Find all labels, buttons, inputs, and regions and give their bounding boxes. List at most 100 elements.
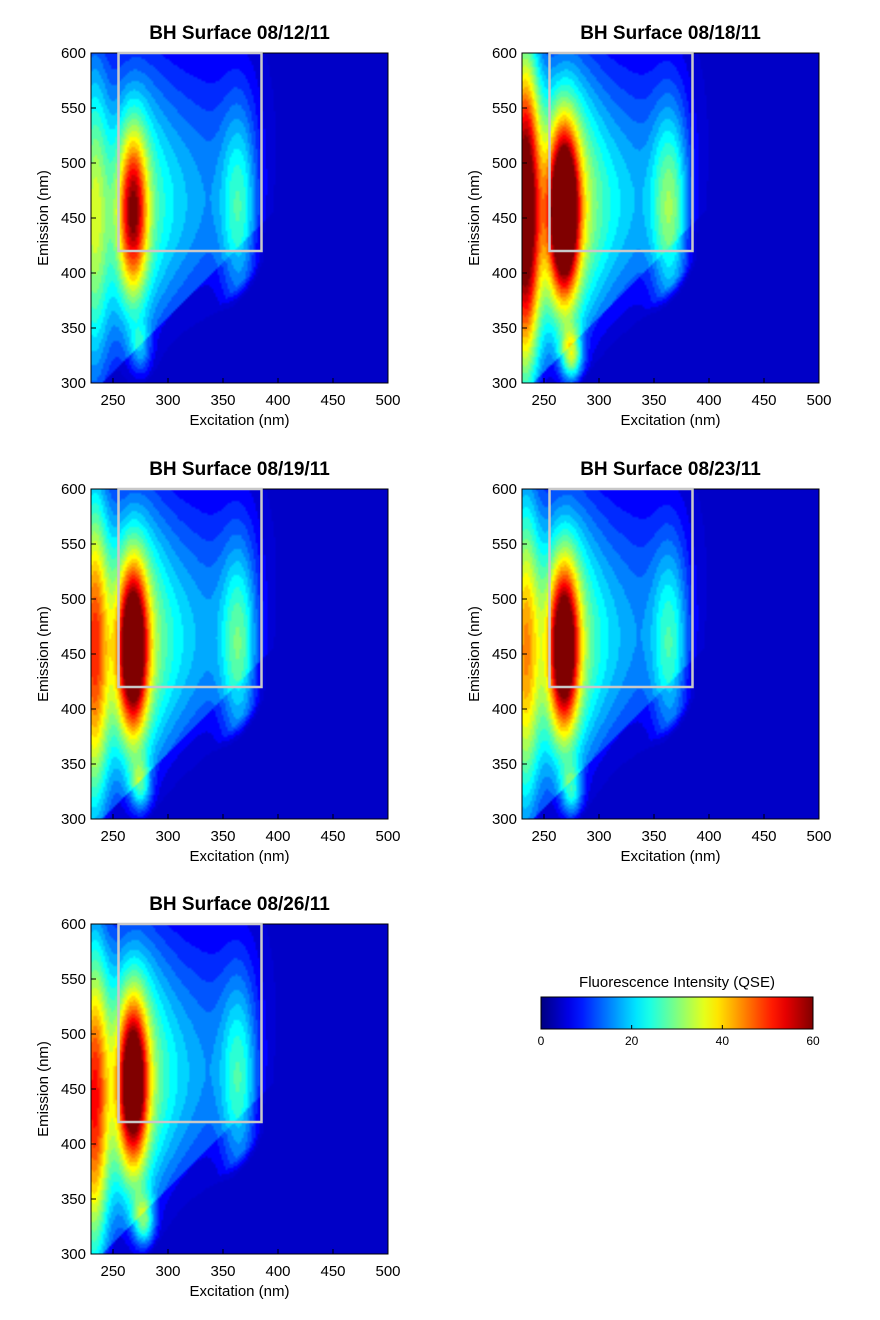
x-tick-label: 450 [320,828,345,845]
region-box [117,487,263,689]
x-tick-label: 500 [375,1263,400,1280]
y-tick-label: 600 [61,45,86,62]
region-box [117,922,263,1124]
x-tick-label: 500 [806,392,831,409]
x-tick-label: 250 [100,392,125,409]
y-tick-label: 550 [61,100,86,117]
y-tick-label: 400 [492,701,517,718]
y-tick-label: 500 [61,1026,86,1043]
panel-title: BH Surface 08/26/11 [149,894,330,915]
y-tick-label: 550 [492,100,517,117]
y-tick-label: 400 [61,1136,86,1153]
y-tick-label: 300 [492,811,517,828]
y-tick-label: 550 [492,536,517,553]
panel-5: BH Surface 08/26/11 250 300 350 400 450 500 300… [35,894,401,1300]
x-tick-label: 400 [265,1263,290,1280]
x-axis-label: Excitation (nm) [620,412,720,429]
colorbar-gradient [540,996,814,1030]
heatmap-image [522,53,819,383]
heatmap-image [91,53,388,383]
region-box [117,51,263,253]
y-tick-label: 600 [492,45,517,62]
x-tick-label: 350 [210,828,235,845]
colorbar: Fluorescence Intensity (QSE) 0 20 40 60 [538,974,820,1048]
x-tick-label: 350 [210,1263,235,1280]
x-tick-label: 400 [265,828,290,845]
colorbar-tick-label: 0 [538,1034,545,1048]
x-tick-label: 450 [751,392,776,409]
y-tick-label: 450 [492,646,517,663]
heatmap-image [91,489,388,819]
x-tick-label: 250 [531,828,556,845]
x-tick-label: 400 [696,392,721,409]
panel-title: BH Surface 08/12/11 [149,23,330,44]
y-axis-label: Emission (nm) [35,606,52,702]
x-tick-label: 300 [586,392,611,409]
y-tick-label: 600 [492,481,517,498]
x-tick-label: 250 [100,828,125,845]
y-axis-label: Emission (nm) [466,606,483,702]
y-tick-label: 600 [61,916,86,933]
y-tick-label: 500 [492,155,517,172]
y-tick-label: 450 [492,210,517,227]
x-axis-label: Excitation (nm) [620,848,720,865]
y-axis-label: Emission (nm) [466,170,483,266]
region-box [548,487,694,689]
y-tick-label: 450 [61,210,86,227]
x-tick-label: 350 [641,828,666,845]
x-tick-label: 300 [586,828,611,845]
x-tick-label: 400 [696,828,721,845]
x-tick-label: 250 [531,392,556,409]
y-tick-label: 350 [492,756,517,773]
x-tick-label: 400 [265,392,290,409]
panel-2: BH Surface 08/18/11 250 300 350 400 450 500 300… [466,23,832,429]
y-tick-label: 600 [61,481,86,498]
y-tick-label: 500 [61,155,86,172]
x-tick-label: 300 [155,828,180,845]
y-tick-label: 450 [61,646,86,663]
y-tick-label: 400 [61,265,86,282]
x-tick-label: 500 [375,828,400,845]
colorbar-tick-label: 40 [716,1034,730,1048]
y-tick-label: 500 [492,591,517,608]
y-tick-label: 350 [61,320,86,337]
x-tick-label: 250 [100,1263,125,1280]
y-tick-label: 400 [61,701,86,718]
y-tick-label: 450 [61,1081,86,1098]
panel-3: BH Surface 08/19/11 250 300 350 400 450 500 300… [35,459,401,865]
heatmap-image [91,924,388,1254]
x-tick-label: 500 [806,828,831,845]
x-tick-label: 350 [210,392,235,409]
y-tick-label: 300 [61,811,86,828]
region-box [548,51,694,253]
y-axis-label: Emission (nm) [35,1041,52,1137]
y-tick-label: 300 [61,375,86,392]
x-axis-label: Excitation (nm) [189,848,289,865]
x-tick-label: 300 [155,1263,180,1280]
x-axis-label: Excitation (nm) [189,1283,289,1300]
y-tick-label: 350 [492,320,517,337]
y-tick-label: 350 [61,1191,86,1208]
x-tick-label: 450 [320,1263,345,1280]
y-tick-label: 350 [61,756,86,773]
panel-1: BH Surface 08/12/11 250 300 350 400 450 500 300… [35,23,401,429]
panel-title: BH Surface 08/19/11 [149,459,330,480]
y-tick-label: 550 [61,536,86,553]
y-tick-label: 300 [61,1246,86,1263]
heatmap-image [522,489,819,819]
colorbar-tick-label: 60 [806,1034,820,1048]
colorbar-title: Fluorescence Intensity (QSE) [579,974,775,991]
x-tick-label: 300 [155,392,180,409]
y-tick-label: 300 [492,375,517,392]
y-axis-label: Emission (nm) [35,170,52,266]
x-tick-label: 350 [641,392,666,409]
x-tick-label: 500 [375,392,400,409]
x-tick-label: 450 [320,392,345,409]
x-axis-label: Excitation (nm) [189,412,289,429]
panel-title: BH Surface 08/18/11 [580,23,761,44]
panel-4: BH Surface 08/23/11 250 300 350 400 450 500 300… [466,459,832,865]
colorbar-tick-label: 20 [625,1034,639,1048]
y-tick-label: 500 [61,591,86,608]
y-tick-label: 400 [492,265,517,282]
